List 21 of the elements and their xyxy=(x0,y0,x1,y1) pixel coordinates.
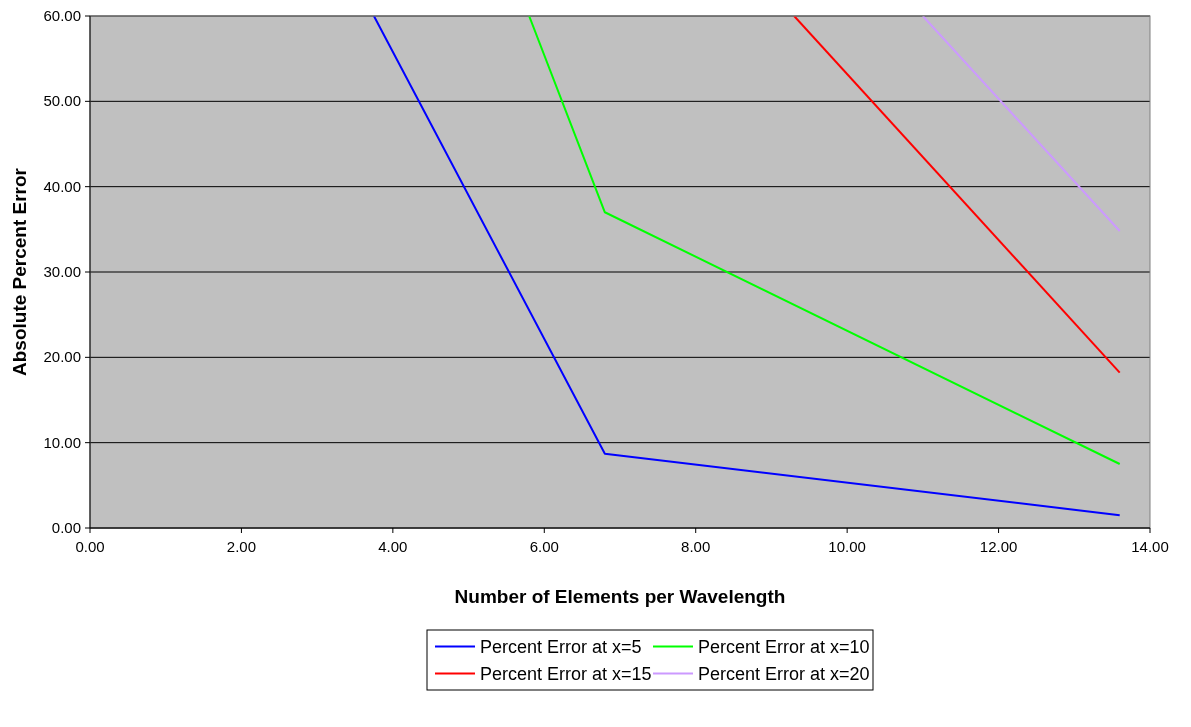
y-axis-title: Absolute Percent Error xyxy=(9,167,30,376)
y-tick-label: 40.00 xyxy=(43,177,81,195)
y-tick-label: 60.00 xyxy=(43,7,81,24)
x-tick-label: 4.00 xyxy=(378,538,408,555)
x-tick-label: 6.00 xyxy=(529,538,559,555)
x-tick-label: 10.00 xyxy=(828,538,866,555)
y-tick-label: 30.00 xyxy=(43,263,81,280)
y-tick-label: 50.00 xyxy=(43,92,81,110)
x-tick-label: 12.00 xyxy=(979,538,1018,555)
y-tick-label: 0.00 xyxy=(51,519,81,536)
x-tick-label: 8.00 xyxy=(681,538,711,555)
legend-label: Percent Error at x=20 xyxy=(698,663,870,684)
x-tick-label: 2.00 xyxy=(226,538,257,555)
x-tick-label: 14.00 xyxy=(1131,538,1169,555)
legend-label: Percent Error at x=5 xyxy=(480,636,642,657)
y-tick-label: 10.00 xyxy=(43,433,81,451)
legend-label: Percent Error at x=15 xyxy=(480,663,652,684)
x-tick-label: 0.00 xyxy=(75,538,105,555)
legend-label: Percent Error at x=10 xyxy=(698,636,870,657)
y-tick-label: 20.00 xyxy=(43,348,81,366)
x-axis-title: Number of Elements per Wavelength xyxy=(454,586,786,607)
